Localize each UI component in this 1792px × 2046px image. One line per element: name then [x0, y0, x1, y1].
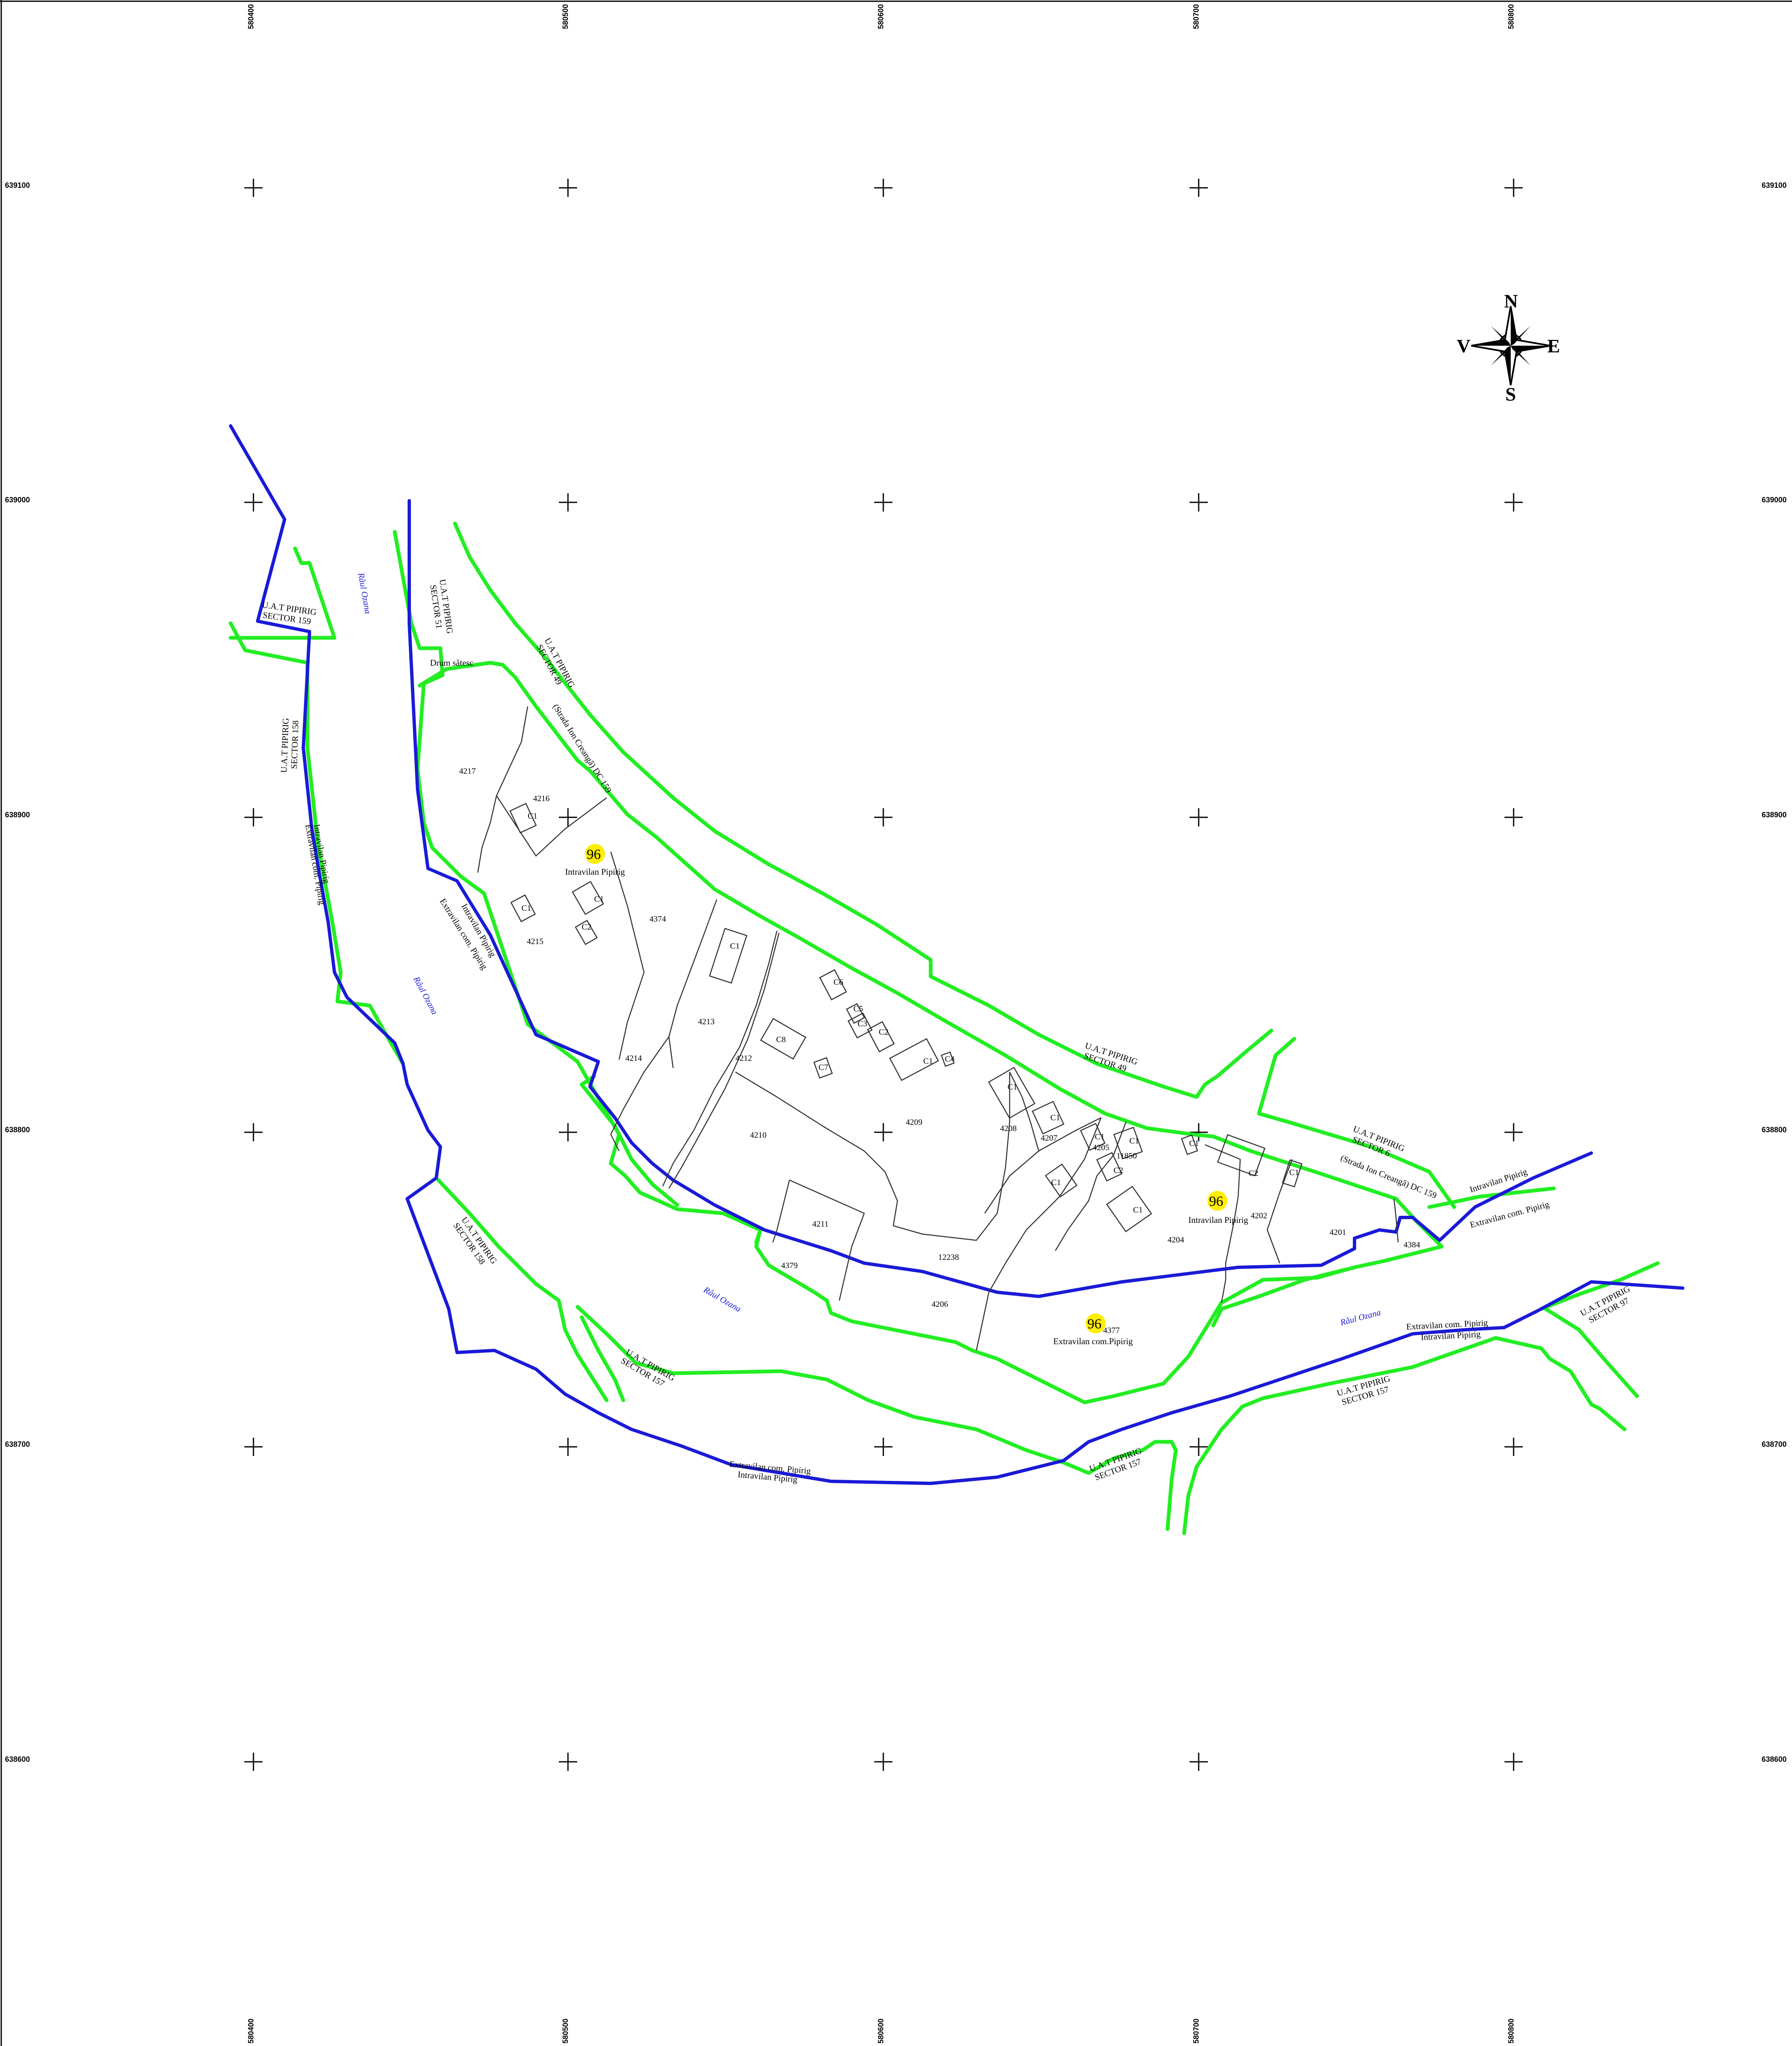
parcel-number: 4215 [527, 937, 543, 946]
building-label: C1 [1008, 1082, 1017, 1092]
extravilan-label: Extravilan com.Pipirig [1053, 1336, 1133, 1346]
x-label-top: 580600 [877, 4, 885, 29]
building-label: C1 [528, 812, 537, 821]
uat-sector-158-left-label: U.A.T PIPIRIG SECTOR 158 [279, 718, 301, 773]
parcel-number: 4212 [735, 1054, 752, 1063]
y-label-left: 639100 [5, 181, 30, 189]
x-label-bottom: 580600 [877, 2019, 885, 2044]
y-label-right: 638800 [1762, 1126, 1787, 1134]
parcel-number: 4213 [698, 1017, 715, 1026]
parcel-number: 4384 [1404, 1240, 1420, 1249]
parcel-number: 4201 [1330, 1228, 1346, 1237]
x-label-bottom: 580500 [561, 2019, 570, 2044]
building-label: C1 [1133, 1205, 1143, 1215]
y-label-right: 639000 [1762, 496, 1787, 504]
sector-marker-label: 96 [1087, 1316, 1101, 1332]
building-label: C1 [1051, 1178, 1061, 1187]
parcel-number: 4216 [533, 794, 550, 803]
sector-marker-label: 96 [1209, 1194, 1223, 1209]
intravilan-label: Intravilan Pipirig [565, 867, 625, 877]
parcel-number: 4374 [649, 915, 666, 924]
village-road-label: Drum sătesc [430, 658, 473, 668]
building-label: C1 [594, 895, 604, 904]
building-label: C2 [1114, 1166, 1123, 1175]
parcel-number: 4211 [812, 1220, 828, 1229]
x-label-top: 580800 [1507, 4, 1515, 29]
x-label-top: 580400 [247, 4, 255, 29]
building-label: C2 [1249, 1169, 1258, 1178]
building-label: C8 [776, 1035, 786, 1044]
building-label: C1 [1289, 1168, 1299, 1177]
y-label-left: 638600 [5, 1755, 30, 1763]
sector-marker-label: 96 [587, 847, 601, 862]
building-label: C4 [945, 1055, 954, 1064]
building-label: C1 [923, 1057, 933, 1066]
building-label: C1 [1189, 1139, 1199, 1148]
building-label: C2 [879, 1028, 888, 1037]
parcel-number: 4377 [1103, 1326, 1120, 1335]
compass-east: E [1547, 335, 1560, 357]
parcel-number: 4207 [1041, 1134, 1057, 1143]
y-label-left: 639000 [5, 496, 30, 504]
y-label-right: 638900 [1762, 811, 1787, 819]
parcel-number: 4210 [750, 1131, 767, 1140]
parcel-number: 4209 [906, 1118, 922, 1127]
building-label: C6 [833, 978, 843, 987]
compass-west: V [1457, 335, 1470, 357]
building-label: C1 [521, 904, 531, 913]
parcel-number: 4208 [1000, 1124, 1017, 1133]
parcel-number: 12238 [938, 1253, 959, 1262]
parcel-number: 4204 [1168, 1235, 1184, 1244]
y-label-right: 638600 [1762, 1755, 1787, 1763]
y-label-left: 638700 [5, 1440, 30, 1448]
x-label-top: 580500 [561, 4, 570, 29]
parcel-number: 4379 [781, 1261, 798, 1270]
sector-name: SECTOR 158 [289, 720, 300, 769]
x-label-top: 580700 [1192, 4, 1200, 29]
building-label: C3 [858, 1019, 867, 1028]
building-label: C1 [1095, 1132, 1104, 1141]
compass-north: N [1504, 290, 1518, 312]
parcel-number: 11850 [1116, 1151, 1137, 1161]
building-label: C1 [730, 942, 740, 951]
building-label: C1 [1129, 1136, 1139, 1146]
parcel-number: 4214 [625, 1054, 642, 1063]
intravilan-label: Intravilan Pipirig [1188, 1215, 1249, 1225]
parcel-number: 4206 [932, 1300, 948, 1309]
y-label-right: 638700 [1762, 1440, 1787, 1448]
building-label: C5 [853, 1004, 863, 1013]
x-label-bottom: 580800 [1507, 2019, 1515, 2044]
building-label: C2 [582, 922, 591, 932]
y-label-left: 638900 [5, 811, 30, 819]
building-label: C1 [1050, 1113, 1060, 1122]
y-label-right: 639100 [1762, 181, 1787, 189]
parcel-number: 4205 [1093, 1143, 1109, 1152]
x-label-bottom: 580700 [1192, 2019, 1200, 2044]
y-label-left: 638800 [5, 1126, 30, 1134]
compass-south: S [1505, 384, 1516, 405]
parcel-number: 4202 [1251, 1211, 1267, 1220]
parcel-number: 4217 [459, 767, 476, 776]
building-label: C7 [819, 1063, 828, 1072]
x-label-bottom: 580400 [247, 2019, 255, 2044]
